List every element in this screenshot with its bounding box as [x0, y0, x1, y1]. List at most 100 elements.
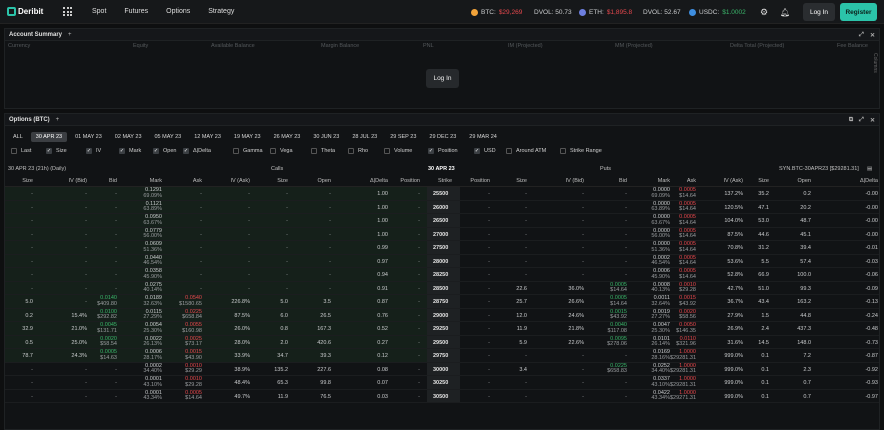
toggle-iv[interactable]: ✓ IV	[86, 148, 101, 154]
put-col-header[interactable]: IV (Bid)	[565, 178, 584, 184]
table-row[interactable]: 5.0 - 0.0140 $409.80 0.0189 32.63% 0.0540 $1580…	[5, 295, 879, 309]
strike-col-header[interactable]: Strike	[438, 178, 453, 184]
put-cell: -	[488, 218, 490, 224]
table-row[interactable]: - - - 0.0001 43.10% 0.0010 $29.28 48.4% 65.3 99.8…	[5, 376, 879, 390]
popout-icon[interactable]: ⧉	[848, 116, 854, 123]
table-row[interactable]: 0.2 15.4% 0.0100 $292.82 0.0115 27.29% 0.0225 $…	[5, 308, 879, 322]
put-col-header[interactable]: IV (Ask)	[723, 178, 743, 184]
table-row[interactable]: 78.7 24.3% 0.0005 $14.63 0.0006 28.17% 0.0015 $…	[5, 349, 879, 363]
nav-spot[interactable]: Spot	[92, 8, 107, 15]
table-row[interactable]: - - - 0.0275 40.14% - - - - 0.91 - 28500 - 22.6 36.0% 0…	[5, 281, 879, 295]
call-col-header[interactable]: Bid	[109, 178, 117, 184]
table-row[interactable]: 0.5 25.0% 0.0020 $58.54 0.0022 26.13% 0.0025 $7…	[5, 335, 879, 349]
call-col-header[interactable]: Mark	[149, 178, 162, 184]
nav-futures[interactable]: Futures	[124, 8, 149, 15]
table-row[interactable]: - - - 0.1291 69.09% - - - - 1.00 - 25500 - - - - 0.0000 6…	[5, 187, 879, 201]
expiry-tab[interactable]: 19 MAY 23	[233, 134, 261, 140]
toggle-volume[interactable]: Volume	[384, 148, 412, 154]
toggle-gamma[interactable]: Gamma	[233, 148, 263, 154]
expand-icon[interactable]: ⤢	[859, 116, 864, 123]
call-col-header[interactable]: IV (Bid)	[68, 178, 87, 184]
expiry-tab[interactable]: 29 DEC 23	[429, 134, 457, 140]
add-widget-icon[interactable]: +	[55, 116, 60, 123]
put-cell: -0.03	[865, 258, 878, 265]
call-col-header[interactable]: Position	[400, 178, 420, 184]
expiry-tab[interactable]: 30 APR 23	[30, 132, 68, 142]
call-col-header[interactable]: IV (Ask)	[230, 178, 250, 184]
expiry-tab[interactable]: 12 MAY 23	[194, 134, 221, 140]
call-col-header[interactable]: Size	[22, 178, 33, 184]
btc-ticker[interactable]: BTC: $29,269	[471, 0, 522, 24]
usdc-ticker[interactable]: USDC: $1.0002	[689, 0, 746, 24]
call-col-header[interactable]: Ask	[192, 178, 202, 184]
nav-strategy[interactable]: Strategy	[208, 8, 235, 15]
toggle-size[interactable]: ✓ Size	[46, 148, 67, 154]
put-cell: 0.0020 $58.56	[679, 308, 696, 320]
document-icon[interactable]: ▤	[867, 166, 873, 172]
put-col-header[interactable]: Open	[797, 178, 811, 184]
columns-side-tab[interactable]: Columns	[872, 53, 878, 73]
expiry-tab[interactable]: 28 JUL 23	[352, 134, 378, 140]
nav-options[interactable]: Options	[166, 8, 191, 15]
toggle-strike-range[interactable]: Strike Range	[560, 148, 602, 154]
call-col-header[interactable]: Size	[277, 178, 288, 184]
toggle-open[interactable]: ✓ Open	[153, 148, 176, 154]
expiry-tab[interactable]: 01 MAY 23	[75, 134, 102, 140]
table-row[interactable]: 32.9 21.0% 0.0045 $131.71 0.0054 25.30% 0.0055…	[5, 322, 879, 336]
put-col-header[interactable]: Size	[516, 178, 527, 184]
put-col-header[interactable]: Position	[470, 178, 490, 184]
table-row[interactable]: - - - 0.0779 56.00% - - - - 1.00 - 27000 - - - - 0.0000 5…	[5, 227, 879, 241]
put-cell: -0.01	[865, 245, 878, 251]
call-cell: 0.0001 43.10%	[143, 376, 162, 388]
expiry-tab[interactable]: 02 MAY 23	[114, 134, 142, 140]
put-col-header[interactable]: Δ|Delta	[860, 178, 878, 184]
put-cell: 53.0	[758, 218, 769, 224]
toggle-vega[interactable]: Vega	[270, 148, 293, 154]
call-cell: 2.0	[280, 339, 288, 346]
expiry-tab[interactable]: ALL	[13, 134, 23, 140]
put-cell: 0.0006 45.90%	[651, 268, 670, 280]
expiry-tab[interactable]: 29 SEP 23	[390, 134, 417, 140]
deribit-logo[interactable]: Deribit	[7, 7, 57, 16]
toggle-mark[interactable]: ✓ Mark	[119, 148, 141, 154]
call-cell: 1.00	[377, 204, 388, 211]
toggle-around-atm[interactable]: Around ATM	[506, 148, 546, 154]
expand-icon[interactable]: ⤢	[859, 31, 864, 38]
toggle--delta[interactable]: ✓ Δ|Delta	[183, 148, 211, 154]
toggle-theta[interactable]: Theta	[311, 148, 335, 154]
call-col-header[interactable]: Open	[317, 178, 331, 184]
close-icon[interactable]: ✕	[869, 117, 875, 124]
table-row[interactable]: - - - 0.0950 63.67% - - - - 1.00 - 26500 - - - - 0.0000 6…	[5, 214, 879, 228]
notification-bell-icon[interactable]: 🔔︎	[780, 7, 791, 17]
table-row[interactable]: - - - 0.1121 63.89% - - - - 1.00 - 26000 - - - - 0.0000 6…	[5, 200, 879, 214]
put-col-header[interactable]: Size	[758, 178, 769, 184]
account-login-button[interactable]: Log In	[426, 69, 459, 88]
toggle-rho[interactable]: Rho	[348, 148, 368, 154]
toggle-position[interactable]: ✓ Position	[428, 148, 458, 154]
call-col-header[interactable]: Δ|Delta	[370, 178, 388, 184]
expiry-tab[interactable]: 29 MAR 24	[469, 134, 497, 140]
expiry-tab[interactable]: 26 MAY 23	[273, 134, 301, 140]
toggle-usd[interactable]: ✓ USD	[474, 148, 496, 154]
register-button[interactable]: Register	[840, 3, 877, 21]
put-col-header[interactable]: Bid	[619, 178, 627, 184]
login-button[interactable]: Log In	[803, 3, 835, 21]
table-row[interactable]: - - - 0.0002 34.40% 0.0010 $29.29 38.9% 135.2 227…	[5, 362, 879, 376]
close-icon[interactable]: ✕	[869, 32, 875, 39]
expiry-tab[interactable]: 30 JUN 23	[313, 134, 340, 140]
put-col-header[interactable]: Ask	[686, 178, 696, 184]
apps-grid-icon[interactable]	[63, 7, 72, 16]
add-widget-icon[interactable]: +	[68, 31, 72, 38]
put-col-header[interactable]: Mark	[657, 178, 670, 184]
table-row[interactable]: - - - 0.0001 43.34% 0.0005 $14.64 49.7% 11.9 76.5…	[5, 389, 879, 403]
table-row[interactable]: - - - 0.0440 46.54% - - - - 0.97 - 28000 - - - - 0.0002 4…	[5, 254, 879, 268]
put-cell: -	[525, 393, 527, 400]
call-cell: 0.97	[377, 258, 388, 265]
table-row[interactable]: - - - 0.0609 51.36% - - - - 0.99 - 27500 - - - - 0.0000 5…	[5, 241, 879, 255]
call-cell: -	[286, 285, 288, 292]
settings-gear-icon[interactable]: ⚙	[760, 6, 769, 17]
eth-ticker[interactable]: ETH: $1,895.8	[579, 0, 632, 24]
table-row[interactable]: - - - 0.0358 45.90% - - - - 0.94 - 28250 - - - - 0.0006 4…	[5, 268, 879, 282]
toggle-last[interactable]: Last	[11, 148, 31, 154]
expiry-tab[interactable]: 05 MAY 23	[154, 134, 182, 140]
